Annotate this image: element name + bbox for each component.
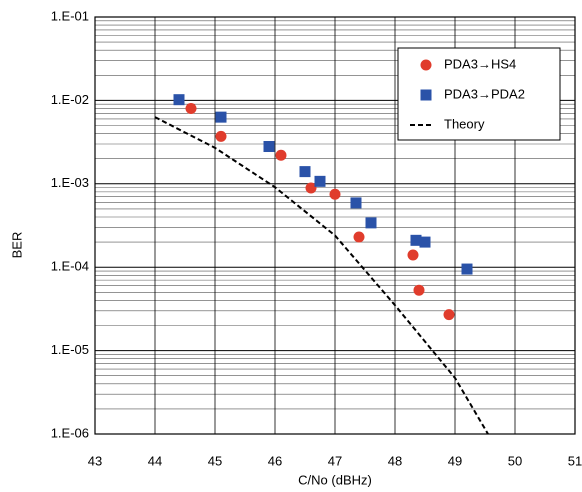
point	[329, 188, 341, 200]
point	[185, 102, 197, 114]
legend-swatch	[420, 89, 432, 101]
y-tick-label: 1.E-05	[51, 342, 89, 357]
x-tick-label: 44	[148, 453, 162, 468]
legend-swatch	[420, 59, 432, 71]
point	[299, 166, 311, 178]
y-axis-label: BER	[9, 232, 24, 259]
x-tick-label: 51	[568, 453, 582, 468]
x-tick-label: 45	[208, 453, 222, 468]
point	[413, 284, 425, 296]
point	[215, 111, 227, 123]
point	[353, 231, 365, 243]
x-tick-label: 46	[268, 453, 282, 468]
y-tick-label: 1.E-04	[51, 259, 89, 274]
point	[263, 141, 275, 153]
legend-label: Theory	[444, 116, 485, 131]
x-tick-label: 50	[508, 453, 522, 468]
point	[419, 236, 431, 248]
x-tick-label: 49	[448, 453, 462, 468]
y-tick-label: 1.E-03	[51, 175, 89, 190]
legend-label: PDA3→HS4	[444, 56, 516, 71]
x-tick-label: 43	[88, 453, 102, 468]
y-tick-label: 1.E-02	[51, 92, 89, 107]
plot-frame	[94, 16, 576, 435]
point	[173, 94, 185, 106]
theory-line	[154, 116, 489, 434]
point	[365, 217, 377, 229]
point	[215, 130, 227, 142]
point	[314, 175, 326, 187]
point	[275, 149, 287, 161]
point	[407, 249, 419, 261]
point	[461, 263, 473, 275]
legend-label: PDA3→PDA2	[444, 86, 525, 101]
y-tick-label: 1.E-01	[51, 8, 89, 23]
point	[350, 197, 362, 209]
x-axis-label: C/No (dBHz)	[298, 472, 372, 487]
y-tick-label: 1.E-06	[51, 425, 89, 440]
x-tick-label: 48	[388, 453, 402, 468]
point	[443, 309, 455, 321]
x-tick-label: 47	[328, 453, 342, 468]
point	[410, 234, 422, 246]
point	[305, 182, 317, 194]
